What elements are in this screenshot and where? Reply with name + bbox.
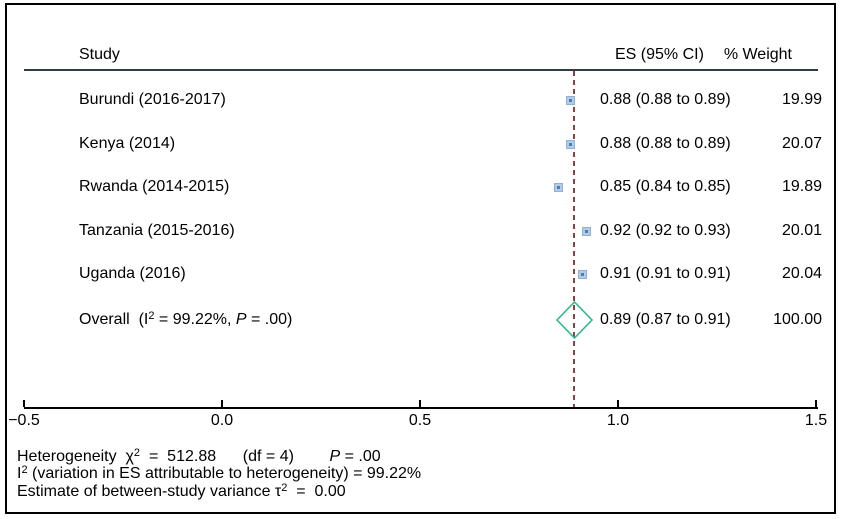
tau-text-b: = 0.00: [287, 483, 346, 500]
chi-symbol: χ: [125, 448, 134, 465]
overall-label-mid: = 99.22%,: [154, 311, 236, 328]
effect-marker: [554, 182, 564, 192]
overall-label: Overall (I2 = 99.22%, P = .00): [79, 311, 292, 329]
tau-symbol: τ: [274, 483, 282, 500]
tau-text-a: Estimate of between-study variance: [17, 483, 275, 500]
x-axis-tick: [815, 400, 817, 407]
overall-p-symbol: P: [235, 311, 247, 328]
effect-marker-dot: [557, 185, 561, 189]
effect-marker: [565, 95, 575, 105]
p-symbol: P: [329, 448, 341, 465]
study-es-ci: 0.88 (0.88 to 0.89): [600, 91, 731, 108]
x-axis-line: [24, 407, 818, 409]
i-symbol: I: [17, 465, 22, 482]
tau-squared-line: Estimate of between-study variance τ2 = …: [17, 483, 346, 501]
het-text-b: = 512.88 (df = 4): [140, 448, 330, 465]
heterogeneity-line: Heterogeneity χ2 = 512.88 (df = 4) P = .…: [17, 448, 381, 466]
header-divider: [24, 69, 818, 71]
overall-i-squared-sup: 2: [148, 310, 155, 323]
study-row-label: Kenya (2014): [79, 135, 176, 152]
het-text-c: = .00: [340, 448, 381, 465]
column-header-es-ci: ES (95% CI): [615, 46, 704, 63]
overall-es-ci: 0.89 (0.87 to 0.91): [600, 311, 731, 328]
effect-marker-dot: [568, 98, 572, 102]
effect-marker: [565, 139, 575, 149]
x-axis-tick: [221, 400, 223, 407]
x-axis-tick-label: 0.0: [210, 412, 234, 429]
study-row-label: Rwanda (2014-2015): [79, 178, 230, 195]
study-es-ci: 0.91 (0.91 to 0.91): [600, 265, 731, 282]
overall-label-suffix: = .00): [246, 311, 293, 328]
i-sup: 2: [21, 464, 28, 477]
chi-sup: 2: [133, 447, 141, 460]
effect-marker-dot: [584, 229, 588, 233]
x-axis-tick: [419, 400, 421, 407]
study-weight: 19.99: [781, 91, 822, 108]
het-text-a: Heterogeneity: [17, 448, 126, 465]
study-es-ci: 0.88 (0.88 to 0.89): [600, 135, 731, 152]
study-es-ci: 0.92 (0.92 to 0.93): [600, 222, 731, 239]
overall-weight: 100.00: [773, 311, 822, 328]
study-row-label: Uganda (2016): [79, 265, 186, 282]
effect-marker: [577, 269, 587, 279]
column-header-study: Study: [79, 46, 120, 63]
x-axis-tick-label: −0.5: [8, 412, 40, 429]
column-header-weight: % Weight: [723, 46, 792, 63]
study-weight: 20.07: [781, 135, 822, 152]
study-weight: 20.01: [781, 222, 822, 239]
effect-marker-dot: [580, 272, 584, 276]
overall-reference-line: [573, 71, 576, 407]
plot-frame: [5, 3, 836, 514]
x-axis-tick: [23, 400, 25, 407]
overall-diamond: [555, 300, 594, 340]
effect-marker: [581, 226, 591, 236]
study-weight: 20.04: [781, 265, 822, 282]
study-row-label: Tanzania (2015-2016): [79, 222, 235, 239]
i-squared-line: I2 (variation in ES attributable to hete…: [17, 465, 421, 483]
study-row-label: Burundi (2016-2017): [79, 91, 226, 108]
x-axis-tick-label: 1.0: [606, 412, 630, 429]
overall-label-prefix: Overall (I: [79, 311, 149, 328]
x-axis-tick: [617, 400, 619, 407]
study-weight: 19.89: [781, 178, 822, 195]
i-squared-text: (variation in ES attributable to heterog…: [27, 465, 422, 482]
x-axis-tick-label: 1.5: [804, 412, 828, 429]
effect-marker-dot: [568, 142, 572, 146]
x-axis-tick-label: 0.5: [408, 412, 432, 429]
tau-sup: 2: [281, 482, 288, 495]
study-es-ci: 0.85 (0.84 to 0.85): [600, 178, 731, 195]
